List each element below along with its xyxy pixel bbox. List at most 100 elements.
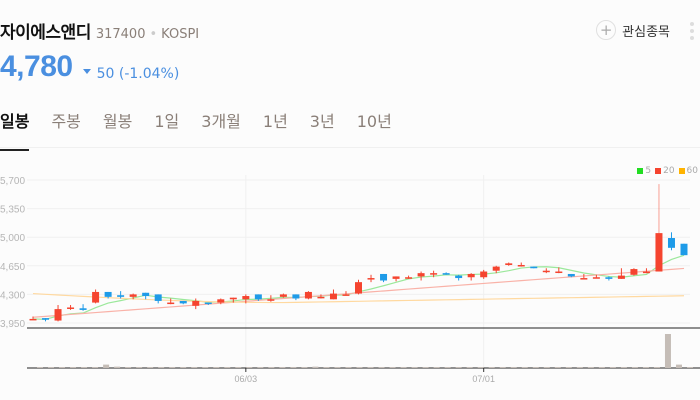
price-row: 4,780 50 (-1.04%) [0, 50, 179, 84]
y-tick-label: 5,350 [0, 205, 25, 216]
volume-bar [279, 367, 286, 368]
volume-bar [378, 367, 385, 368]
price-change: 50 (-1.04%) [82, 65, 180, 82]
candle [530, 266, 538, 269]
candlestick-chart[interactable]: 5,700 5,350 5,000 4,650 4,300 3,950 06/03 07/01 [0, 155, 700, 400]
volume-bar [301, 367, 308, 368]
volume-bar [213, 367, 220, 368]
volume-bar [114, 366, 121, 368]
y-tick-label: 4,650 [0, 262, 25, 273]
candle [292, 294, 300, 299]
legend-swatch-5 [637, 168, 644, 174]
volume-bar [653, 367, 660, 368]
candle [267, 299, 275, 301]
volume-bar [103, 364, 110, 368]
candle [204, 302, 212, 305]
volume-bar [642, 367, 649, 368]
add-watchlist-button[interactable]: + 관심종목 [596, 20, 670, 40]
tab-6[interactable]: 3년 [309, 112, 335, 131]
x-tick-label: 06/03 [235, 374, 258, 384]
volume-bar [664, 334, 671, 368]
y-tick-label: 4,300 [0, 290, 25, 301]
change-percent: (-1.04%) [118, 65, 180, 82]
volume-bar [620, 367, 627, 368]
tab-5[interactable]: 1년 [262, 112, 288, 131]
more-menu-icon[interactable] [690, 22, 696, 40]
candle [304, 291, 312, 299]
candle [42, 318, 50, 320]
candle [67, 307, 75, 309]
candle [342, 294, 350, 296]
candle [254, 294, 262, 300]
volume-bar [554, 367, 561, 368]
watchlist-label: 관심종목 [622, 24, 670, 40]
candle [167, 302, 175, 305]
volume-bar [576, 367, 583, 368]
volume-bar [202, 367, 209, 368]
down-triangle-icon [82, 69, 91, 74]
candle [467, 273, 475, 278]
candle [642, 271, 650, 274]
candle [229, 297, 237, 300]
volume-bar [147, 367, 154, 368]
candle [217, 299, 225, 303]
x-tick-label: 07/01 [472, 374, 495, 384]
volume-bar [422, 367, 429, 368]
plus-icon: + [596, 20, 617, 40]
tab-3[interactable]: 1일 [154, 112, 180, 131]
volume-bar [521, 367, 528, 368]
candle [655, 233, 663, 272]
volume-bar [499, 367, 506, 368]
volume-bar [191, 367, 198, 368]
candle [605, 277, 613, 279]
volume-bar [246, 367, 253, 368]
volume-bar [356, 367, 363, 368]
volume-bar [70, 367, 77, 368]
candle [242, 296, 250, 300]
volume-bar [587, 367, 594, 368]
volume-bar [169, 367, 176, 368]
tab-1[interactable]: 주봉 [51, 112, 81, 131]
candle [505, 263, 513, 265]
y-tick-label: 5,000 [0, 233, 25, 244]
candle [417, 273, 425, 277]
tab-0[interactable]: 일봉 [0, 108, 30, 151]
candle [492, 266, 500, 271]
volume-bar [334, 367, 341, 368]
candle [517, 264, 525, 267]
stock-market: KOSPI [161, 27, 200, 42]
volume-bar [323, 367, 330, 368]
tab-7[interactable]: 10년 [356, 112, 392, 131]
candle [104, 291, 112, 297]
tab-4[interactable]: 3개월 [201, 112, 241, 131]
volume-bar [180, 367, 187, 368]
y-tick-label: 3,950 [0, 319, 25, 330]
candle [667, 238, 675, 248]
volume-bar [136, 367, 143, 368]
tab-2[interactable]: 월봉 [102, 112, 133, 131]
volume-bar [411, 367, 418, 368]
volume-bar [675, 364, 682, 368]
separator-dot: • [149, 27, 158, 42]
period-tabs: 일봉 주봉 월봉 1일 3개월 1년 3년 10년 [0, 108, 414, 151]
stock-header: 자이에스앤디 317400 • KOSPI [0, 18, 200, 43]
volume-bar [158, 367, 165, 368]
legend-swatch-20 [655, 168, 662, 174]
candle [29, 318, 37, 321]
candle [680, 243, 688, 256]
ma-legend: 5 20 60 [633, 166, 698, 176]
volume-bar [477, 367, 484, 368]
volume-bar [565, 367, 572, 368]
volume-bar [389, 367, 396, 368]
volume-bar [367, 367, 374, 368]
volume-bar [609, 367, 616, 368]
volume-bar [257, 367, 264, 368]
candle [405, 277, 413, 279]
candle [442, 273, 450, 275]
volume-bar [532, 367, 539, 368]
candle [129, 294, 137, 297]
volume-bar [312, 366, 319, 368]
candle [455, 275, 463, 279]
candle [392, 276, 400, 279]
candle [592, 277, 600, 279]
